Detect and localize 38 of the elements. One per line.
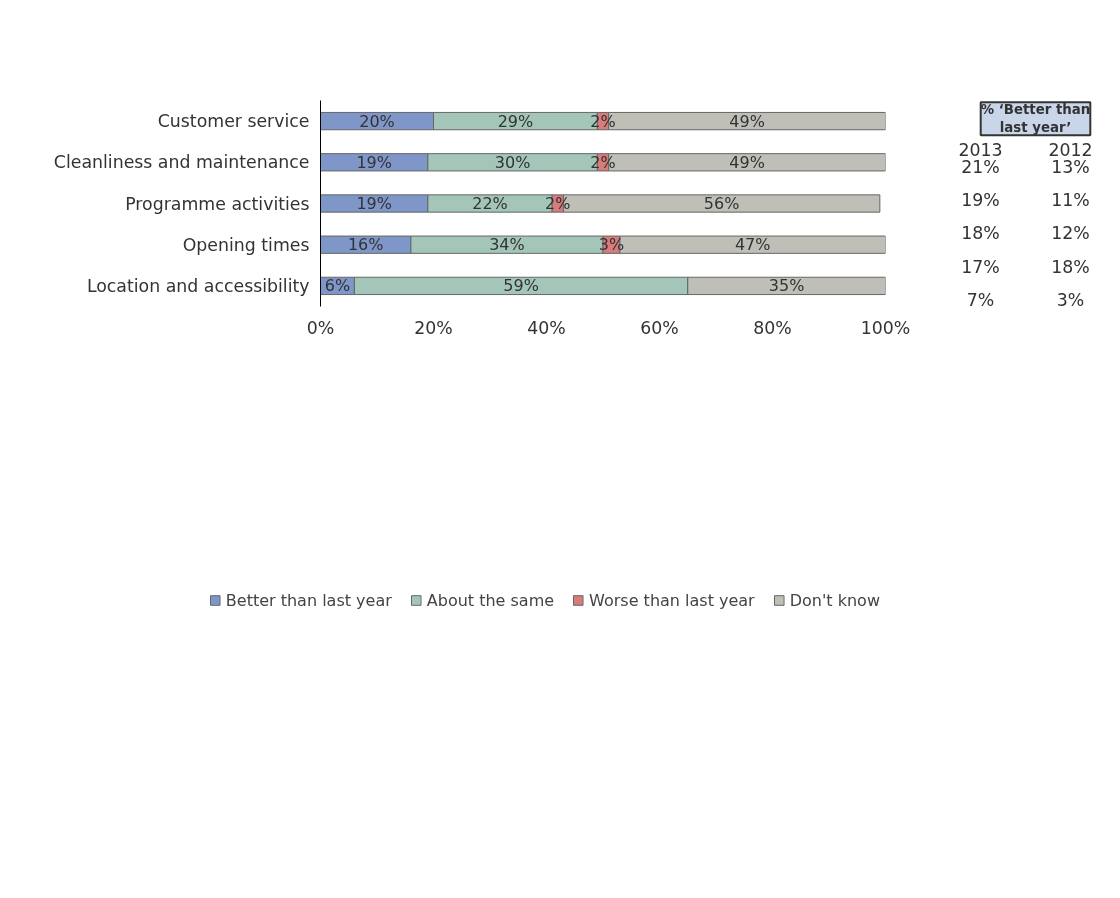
data-label: 56% bbox=[703, 194, 740, 213]
data-label: 22% bbox=[472, 194, 508, 213]
data-label: 49% bbox=[729, 152, 765, 172]
legend-label: Worse than last year bbox=[589, 590, 755, 610]
x-tick-label: 40% bbox=[527, 317, 566, 338]
data-label: 20% bbox=[359, 111, 395, 131]
text: 12% bbox=[1051, 223, 1090, 244]
text: 18% bbox=[1051, 256, 1090, 277]
data-label: 30% bbox=[494, 152, 531, 172]
data-label: 6% bbox=[324, 276, 351, 296]
data-label: 29% bbox=[497, 111, 534, 131]
x-tick-label: 100% bbox=[860, 317, 911, 338]
text: 17% bbox=[961, 256, 1000, 277]
data-label: 47% bbox=[734, 235, 771, 255]
y-tick-label: Cleanliness and maintenance bbox=[53, 152, 310, 173]
data-label: 35% bbox=[768, 276, 805, 296]
data-label: 19% bbox=[356, 152, 392, 172]
data-label: 19% bbox=[356, 194, 392, 213]
data-label: 34% bbox=[489, 235, 525, 255]
x-tick-label: 20% bbox=[414, 317, 453, 338]
y-tick-label: Programme activities bbox=[125, 193, 310, 214]
data-label: 49% bbox=[729, 111, 765, 131]
y-tick-label: Location and accessibility bbox=[86, 275, 310, 296]
x-tick-label: 0% bbox=[306, 317, 335, 338]
text: 18% bbox=[961, 223, 1000, 244]
legend-label: Better than last year bbox=[225, 590, 392, 610]
x-tick-label: 80% bbox=[753, 317, 792, 338]
legend-label: About the same bbox=[426, 590, 555, 610]
text: 3% bbox=[1056, 289, 1085, 310]
y-tick-label: Customer service bbox=[157, 111, 310, 132]
data-label: 16% bbox=[347, 235, 384, 255]
text: 7% bbox=[966, 289, 995, 310]
text: 11% bbox=[1051, 190, 1090, 211]
x-tick-label: 60% bbox=[640, 317, 679, 338]
data-label: 59% bbox=[503, 276, 539, 296]
text: 19% bbox=[961, 190, 1000, 211]
y-tick-label: Opening times bbox=[182, 234, 310, 255]
legend-label: Don't know bbox=[789, 590, 880, 610]
